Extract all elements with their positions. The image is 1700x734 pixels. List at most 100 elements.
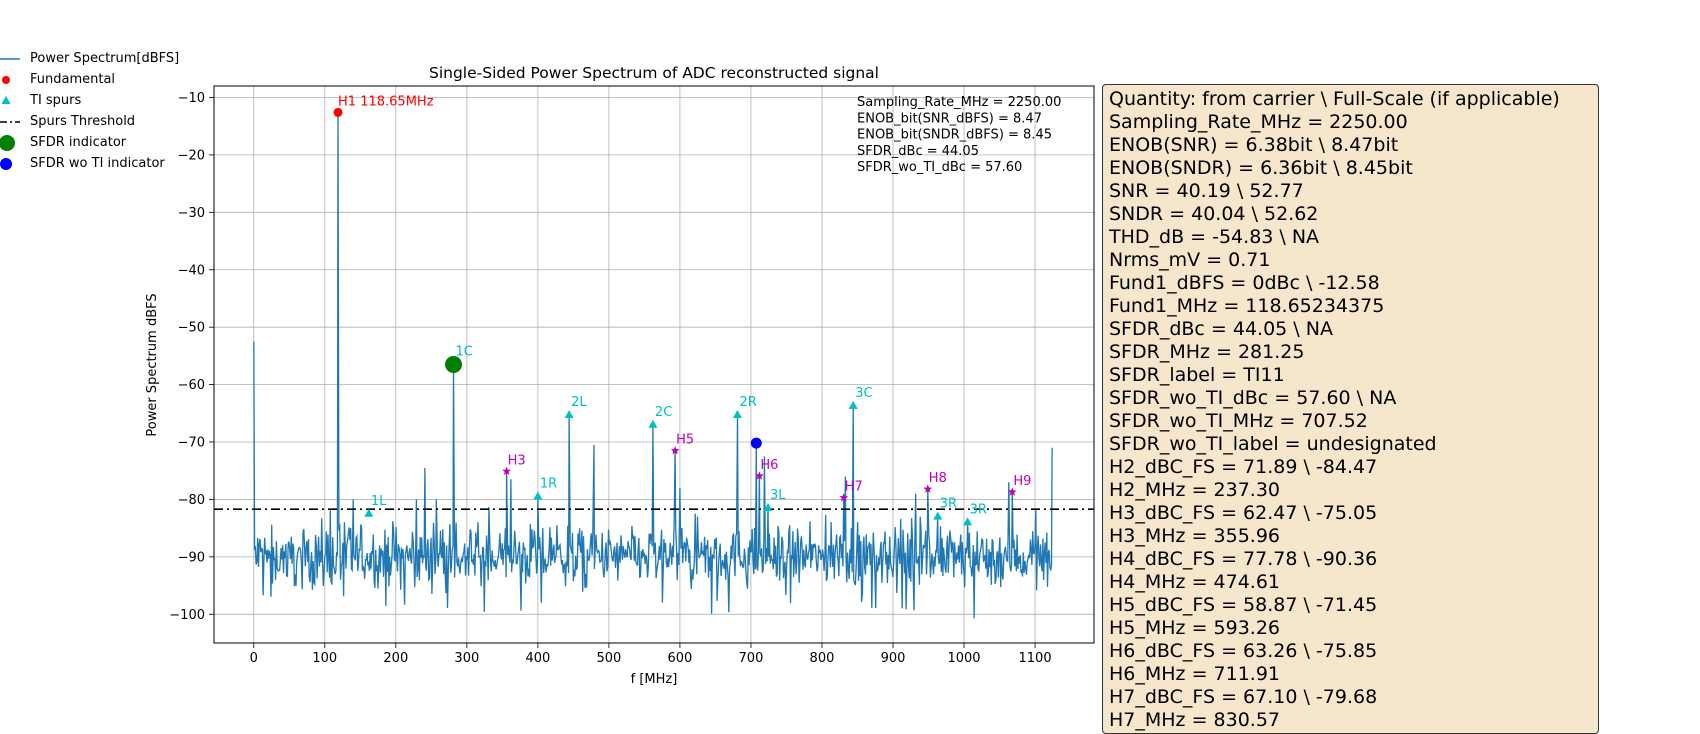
stat-line: H6_dBC_FS = 63.26 \ -75.85 [1109,640,1378,662]
y-axis-label: Power Spectrum dBFS [145,293,160,436]
stat-line: SFDR_wo_TI_label = undesignated [1109,433,1437,455]
harmonic-label: H7 [845,480,863,495]
stat-line: ENOB(SNDR) = 6.36bit \ 8.45bit [1109,157,1413,179]
grid [214,86,1094,643]
stat-line: Fund1_MHz = 118.65234375 [1109,295,1385,317]
harmonic-star-marker [923,484,933,493]
chart-title: Single-Sided Power Spectrum of ADC recon… [429,64,879,82]
ti-spur-marker [963,517,973,526]
stat-line: THD_dB = -54.83 \ NA [1109,226,1320,248]
stats-box: Quantity: from carrier \ Full-Scale (if … [1102,84,1599,734]
harmonic-star-marker [502,466,511,475]
ti-spur-label: 2C [655,405,672,420]
x-tick-label: 700 [739,651,764,666]
harmonic-star-marker [1007,487,1017,496]
y-tick-label: −80 [178,493,205,508]
x-axis-label: f [MHz] [631,672,678,687]
stat-line: SNR = 40.19 \ 52.77 [1109,180,1304,202]
annotation-line: Sampling_Rate_MHz = 2250.00 [857,95,1061,110]
ti-spur-marker [533,491,543,500]
stat-line: H4_MHz = 474.61 [1109,571,1281,593]
stat-line: H5_dBC_FS = 58.87 \ -71.45 [1109,594,1378,616]
harmonic-label: H6 [760,458,778,473]
red-dot-icon [2,76,10,84]
ti-spur-marker [848,400,858,409]
stat-line: H5_MHz = 593.26 [1109,617,1281,639]
stat-line: Quantity: from carrier \ Full-Scale (if … [1109,88,1560,110]
stat-line: H7_MHz = 830.57 [1109,709,1281,731]
plot-area [214,112,1094,619]
x-tick-label: 0 [250,651,258,666]
harmonic-star-marker [670,446,680,455]
legend-label: TI spurs [30,93,82,108]
markers: 1L 1C 1R 2L 2C 2R 3L 3C 3R 3R H3 H5 H6 H7 H8 H9 H1 118.6… [333,94,1031,526]
harmonic-label: H8 [929,471,947,486]
legend-label: SFDR wo TI indicator [30,156,165,171]
annotation-text: Sampling_Rate_MHz = 2250.00ENOB_bit(SNR_… [857,95,1061,175]
harmonic-label: H3 [508,453,526,468]
harmonic-star-marker [839,493,849,502]
y-tick-label: −100 [169,608,205,623]
fundamental-marker [333,107,343,117]
ti-spur-label: 2R [739,395,756,410]
ti-spur-label: 3R [940,497,957,512]
legend-label: Fundamental [30,72,116,87]
green-dot-icon [0,135,15,151]
x-tick-label: 400 [525,651,550,666]
x-tick-label: 300 [454,651,479,666]
x-tick-label: 1000 [947,651,980,666]
x-tick-label: 1100 [1019,651,1052,666]
stat-line: H2_MHz = 237.30 [1109,479,1281,501]
ti-spur-marker [763,503,773,512]
x-tick-label: 800 [810,651,835,666]
ti-spur-label: 1R [540,477,557,492]
harmonic-star-marker [755,471,764,480]
y-tick-label: −20 [178,148,205,163]
x-tick-label: 200 [383,651,408,666]
x-tick-label: 500 [596,651,621,666]
ti-spur-marker [564,410,574,419]
ti-spur-label: 3C [855,386,872,401]
ti-spur-label: 2L [571,395,587,410]
legend-label: SFDR indicator [30,135,127,150]
ti-spur-marker [732,410,742,419]
annotation-line: SFDR_wo_TI_dBc = 57.60 [857,160,1022,175]
stat-line: H3_dBC_FS = 62.47 \ -75.05 [1109,502,1378,524]
stat-line: Fund1_dBFS = 0dBc \ -12.58 [1109,272,1380,294]
fundamental-label: H1 118.65MHz [338,94,434,109]
stat-line: SFDR_wo_TI_MHz = 707.52 [1109,410,1368,432]
ti-spur-label: 1L [371,494,387,509]
x-tick-label: 900 [881,651,906,666]
ti-spur-label: 3R [970,502,987,517]
annotation-line: ENOB_bit(SNR_dBFS) = 8.47 [857,111,1042,126]
stat-line: H6_MHz = 711.91 [1109,663,1281,685]
sfdr-indicator-marker [445,356,463,373]
stat-line: SFDR_label = TI11 [1109,364,1285,386]
spectrum-line [253,112,1053,619]
stat-line: H2_dBC_FS = 71.89 \ -84.47 [1109,456,1378,478]
triangle-icon [1,96,11,104]
y-tick-label: −50 [178,321,205,336]
axis-ticks: 0 100 200 300 400 500 600 700 800 900 1000 1100 −10 −… [169,91,1051,666]
stat-line: H7_dBC_FS = 67.10 \ -79.68 [1109,686,1378,708]
y-tick-label: −30 [178,206,205,221]
x-tick-label: 600 [668,651,693,666]
stat-line: Sampling_Rate_MHz = 2250.00 [1109,111,1408,133]
blue-dot-icon [0,158,12,170]
sfdr-wo-ti-indicator-marker [750,437,762,449]
ti-spur-label: 1C [456,345,473,360]
y-tick-label: −90 [178,550,205,565]
y-tick-label: −40 [178,263,205,278]
ti-spur-label: 3L [770,488,786,503]
ti-spur-marker [933,511,943,520]
stat-line: SNDR = 40.04 \ 52.62 [1109,203,1319,225]
dashdot-line-icon [0,121,20,123]
y-tick-label: −60 [178,378,205,393]
annotation-line: SFDR_dBc = 44.05 [857,144,979,159]
annotation-line: ENOB_bit(SNDR_dBFS) = 8.45 [857,128,1052,143]
stat-line: SFDR_MHz = 281.25 [1109,341,1305,363]
stat-line: H4_dBC_FS = 77.78 \ -90.36 [1109,548,1378,570]
stat-line: H3_MHz = 355.96 [1109,525,1281,547]
harmonic-label: H5 [676,433,694,448]
